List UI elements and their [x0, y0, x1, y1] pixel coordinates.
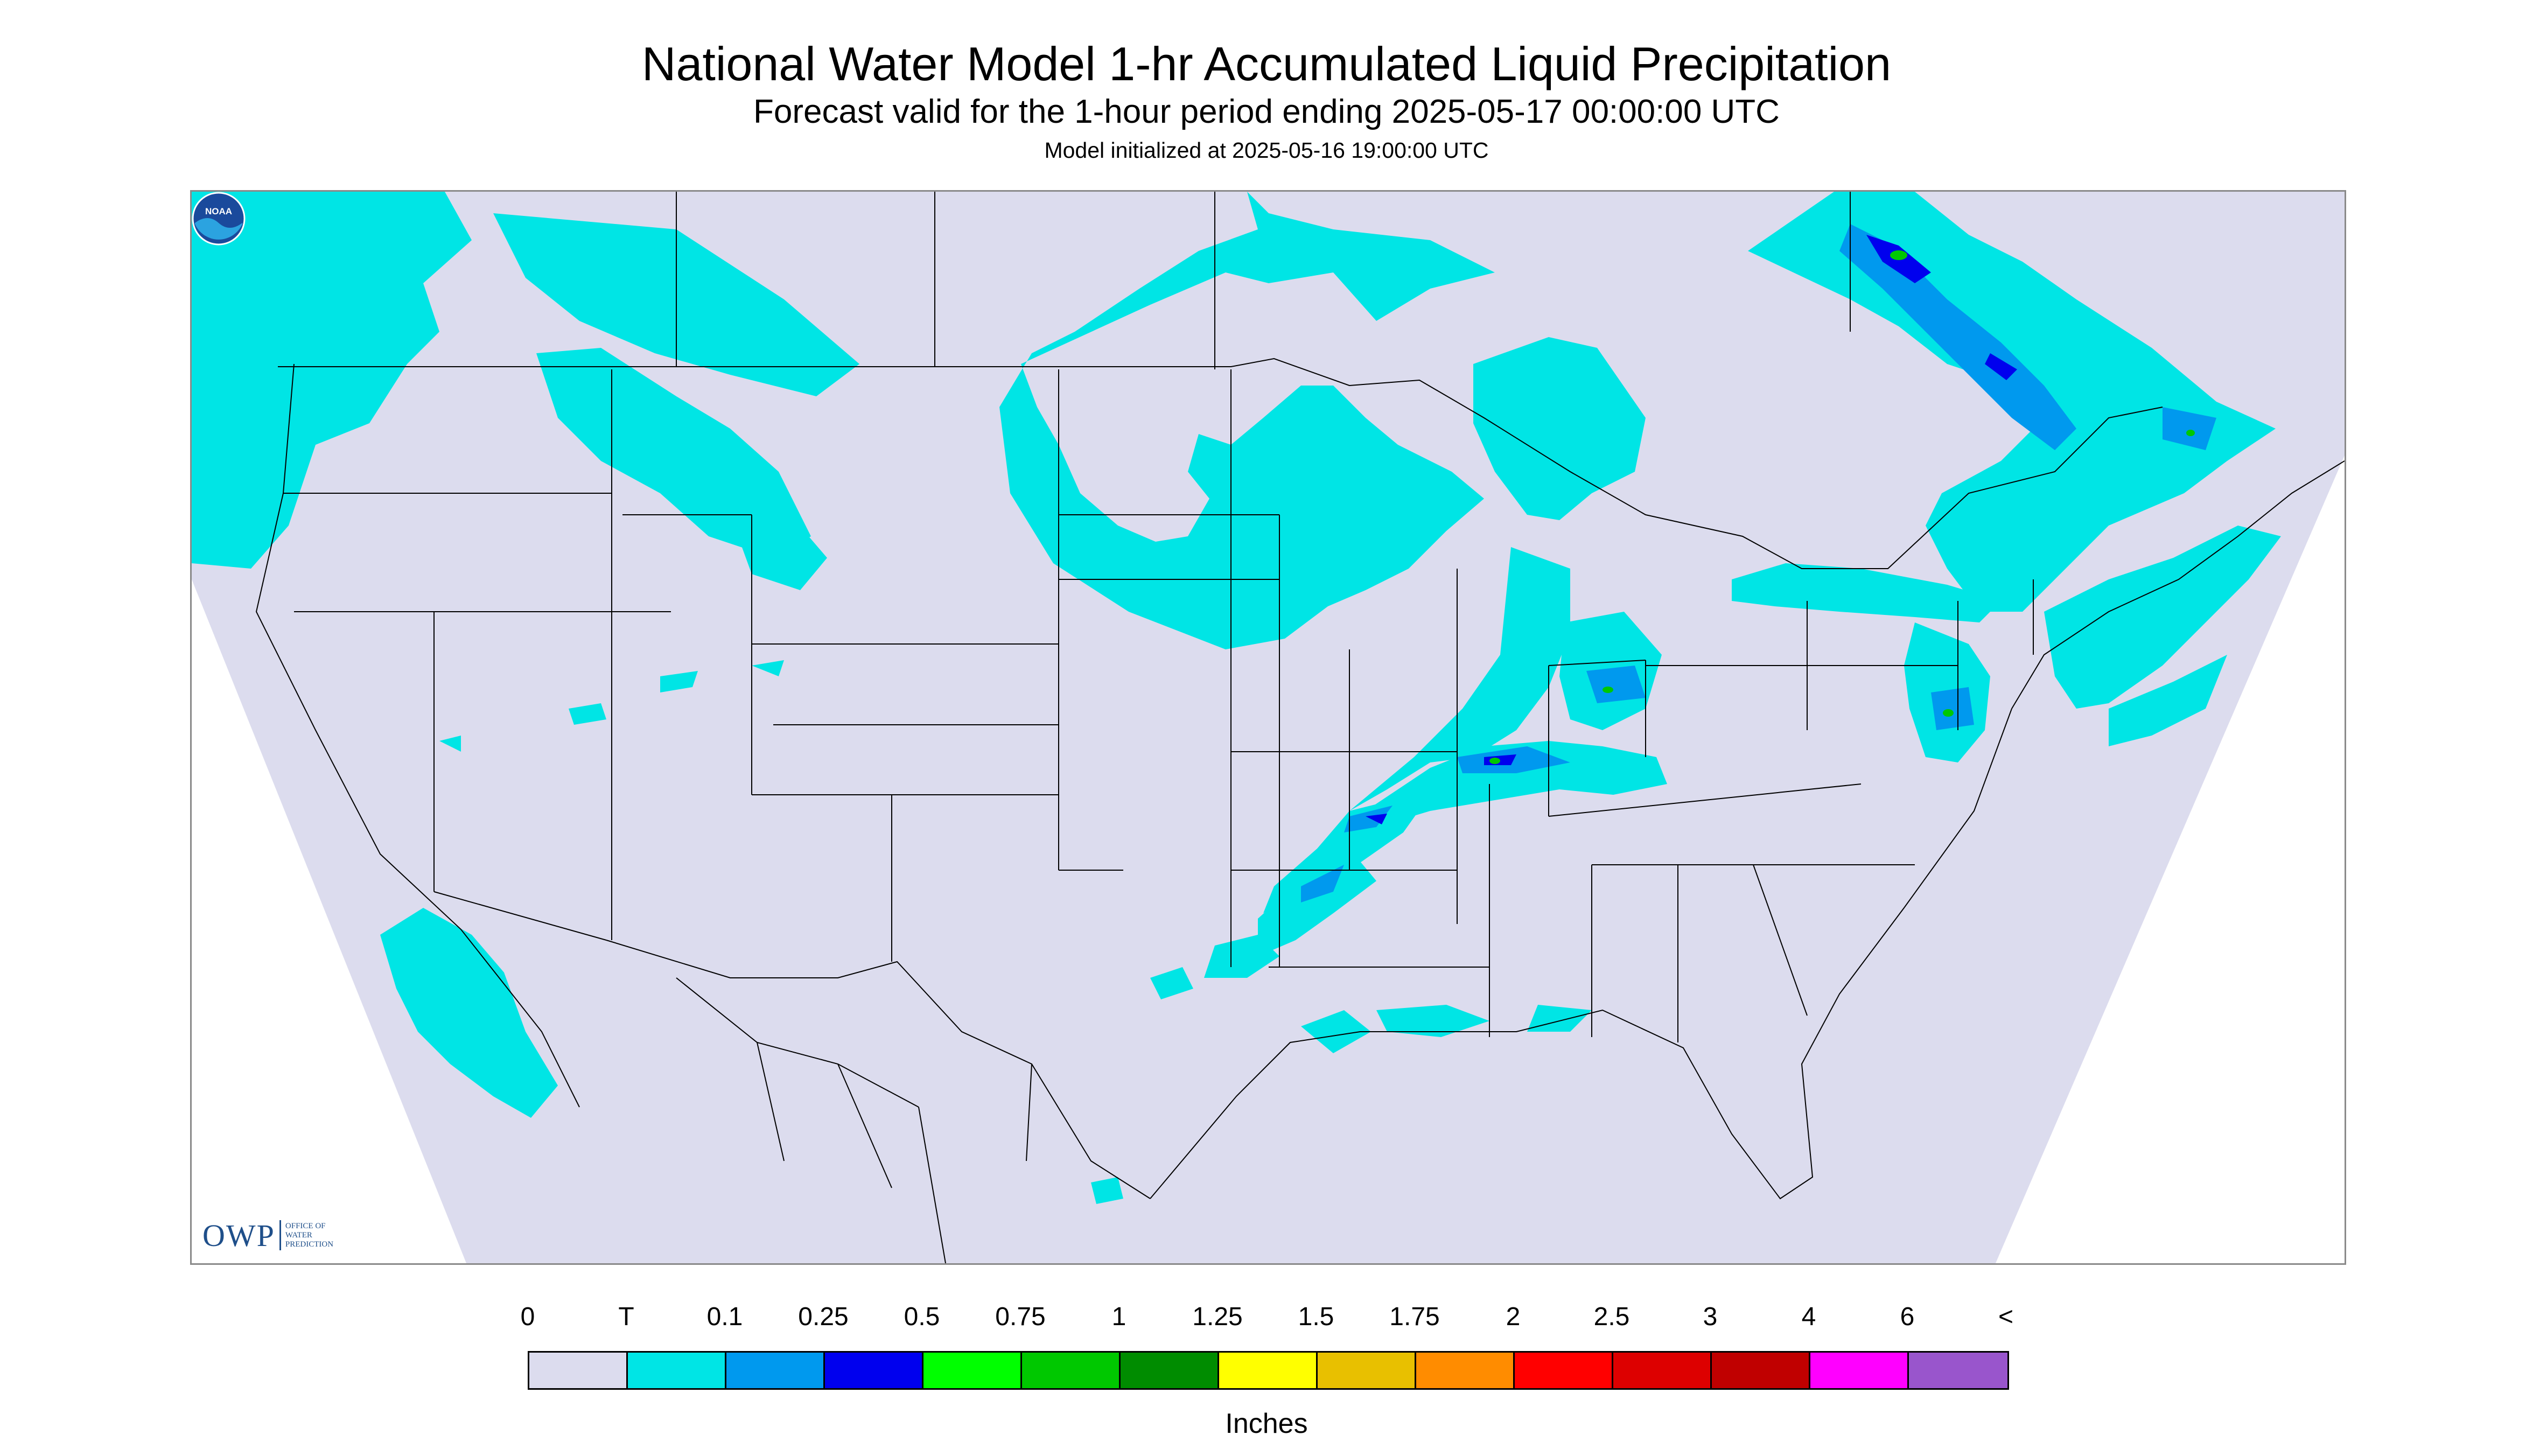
state-lines-west: [283, 369, 1123, 962]
legend-label: 6: [1900, 1303, 1915, 1331]
map-subtitle: Forecast valid for the 1-hour period end…: [753, 93, 1780, 130]
legend-label: 0.75: [995, 1303, 1046, 1331]
legend-swatch: [1810, 1353, 1909, 1388]
precip-light-quebec: [1839, 224, 2076, 450]
owp-logo-text: OWP: [202, 1217, 275, 1253]
precip-ohio-valley: [1349, 741, 1667, 827]
precip-arkansas-band: [1258, 849, 1376, 956]
legend-swatch: [923, 1353, 1022, 1388]
map-boundaries: [255, 192, 2345, 1263]
precip-heavy-indiana: [1603, 687, 1613, 693]
precip-heavy-ohio: [1489, 758, 1500, 764]
legend-label: 1.5: [1298, 1303, 1334, 1331]
legend-swatch: [1712, 1353, 1810, 1388]
canada-province-lines: [676, 192, 1851, 369]
precip-great-lakes-east: [1732, 563, 2001, 622]
precip-heavy-quebec: [1890, 250, 1907, 260]
precip-light-areas: [1301, 224, 2216, 902]
legend-label: 1.25: [1192, 1303, 1243, 1331]
atlantic-coast: [2011, 460, 2345, 709]
precip-baja-pacific: [380, 908, 558, 1118]
model-init-line: Model initialized at 2025-05-16 19:00:00…: [1044, 138, 1489, 163]
legend-swatch: [726, 1353, 825, 1388]
precip-quebec-band: [1748, 192, 2276, 612]
legend-labels: 0 T 0.1 0.25 0.5 0.75 1 1.25 1.5 1.75 2 2.5 3 4 6 <: [0, 1302, 2533, 1334]
legend-swatch: [1416, 1353, 1515, 1388]
precip-oklahoma-cells: [1204, 935, 1279, 978]
legend-swatch: [1909, 1353, 2007, 1388]
precip-dakotas-minnesota: [999, 192, 1495, 649]
legend-swatch: [1515, 1353, 1613, 1388]
legend-label: 0.1: [706, 1303, 743, 1331]
legend-swatch: [628, 1353, 726, 1388]
precip-pacific-nw: [192, 192, 472, 569]
noaa-logo-text: NOAA: [205, 206, 232, 216]
legend-label: 1.75: [1389, 1303, 1440, 1331]
legend-label: 1: [1111, 1303, 1126, 1331]
precip-moderate-missouri: [1366, 814, 1387, 824]
legend-swatch: [825, 1353, 923, 1388]
owp-logo-subtext: OFFICE OF WATER PREDICTION: [285, 1221, 334, 1249]
legend-label: <: [1998, 1303, 2014, 1331]
precip-texas-cells: [1150, 967, 1193, 999]
precip-light-missouri: [1344, 806, 1393, 832]
legend-label: 2.5: [1593, 1303, 1630, 1331]
precip-light-indiana: [1586, 666, 1646, 703]
legend-label: 3: [1703, 1303, 1718, 1331]
legend-label: 0: [520, 1303, 535, 1331]
precip-atlantic-east: [2109, 655, 2227, 746]
legend-label: T: [618, 1303, 634, 1331]
precip-upper-michigan: [1473, 337, 1646, 520]
legend-label: 4: [1801, 1303, 1816, 1331]
precip-light-mid-atlantic: [1931, 687, 1974, 730]
precip-heavy-maine: [2186, 430, 2195, 436]
owp-logo: OWP OFFICE OF WATER PREDICTION: [202, 1216, 333, 1254]
legend-swatch: [1318, 1353, 1416, 1388]
legend-swatch: [1121, 1353, 1219, 1388]
legend-swatch: [1613, 1353, 1712, 1388]
mexico-state-lines: [676, 977, 1032, 1263]
state-lines-central: [1059, 369, 1490, 1037]
precip-gulf-coast: [1301, 1005, 1592, 1053]
legend-swatch: [1022, 1353, 1121, 1388]
precip-light-maine: [2163, 407, 2216, 450]
pacific-coast: [255, 363, 580, 1108]
precip-northern-rockies: [536, 348, 811, 558]
owp-logo-divider: [279, 1220, 281, 1250]
precip-lake-michigan-band: [1349, 547, 1570, 811]
precip-heavy-mid-atlantic: [1943, 709, 1954, 717]
precip-wyoming: [730, 515, 827, 590]
precip-heavy-areas: [1489, 250, 2195, 764]
legend-color-bar: [528, 1351, 2009, 1390]
map-canvas: [192, 192, 2345, 1263]
legend-label: 0.5: [904, 1303, 940, 1331]
legend-swatch: [1219, 1353, 1318, 1388]
legend-swatch: [529, 1353, 628, 1388]
precip-moderate-quebec: [1866, 235, 2017, 380]
noaa-logo: NOAA: [192, 192, 246, 246]
precipitation-map: OWP OFFICE OF WATER PREDICTION NOAA: [190, 190, 2346, 1265]
precip-mexico-cell: [1091, 1177, 1123, 1204]
us-canada-border: [278, 358, 2163, 569]
gulf-coast: [1150, 708, 2012, 1200]
legend-label: 0.25: [798, 1303, 849, 1331]
us-mexico-border: [606, 940, 1151, 1199]
precip-light-arkansas: [1301, 865, 1344, 902]
legend-units: Inches: [1225, 1408, 1308, 1439]
precip-new-england: [2044, 526, 2281, 709]
state-lines-east: [1548, 579, 2034, 1042]
legend-label: 2: [1506, 1303, 1521, 1331]
map-title: National Water Model 1-hr Accumulated Li…: [641, 37, 1892, 90]
